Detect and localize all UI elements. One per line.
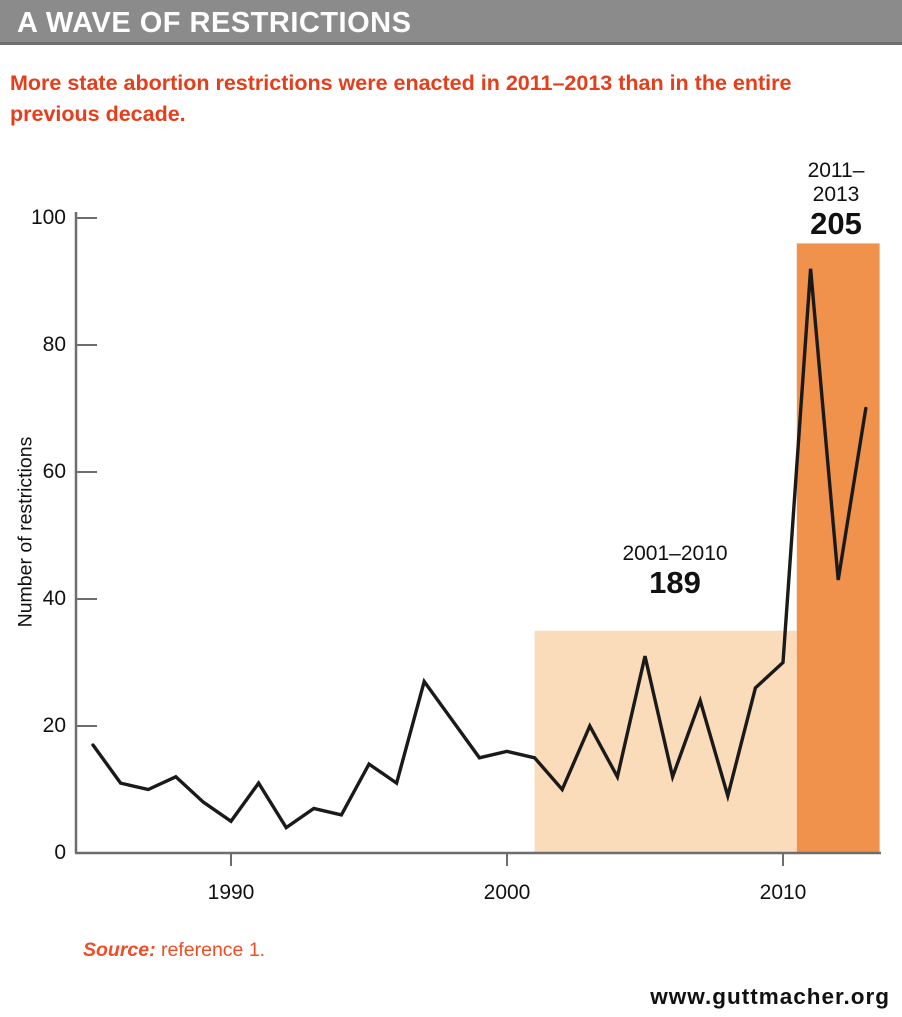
y-tick-label: 20: [42, 714, 66, 737]
annotation-total-value: 205: [810, 206, 862, 241]
annotation-2001-2010: 2001–2010 189: [622, 542, 727, 599]
y-tick-label: 40: [42, 587, 66, 610]
source-note: Source: reference 1.: [83, 939, 265, 962]
page-title: A WAVE OF RESTRICTIONS: [17, 7, 412, 39]
subtitle-text: More state abortion restrictions were en…: [10, 71, 792, 126]
highlight-region-2011–2013: [796, 243, 880, 853]
annotation-range-label: 2001–2010: [622, 542, 728, 565]
x-tick-label: 1990: [207, 881, 255, 904]
title-bar: A WAVE OF RESTRICTIONS: [0, 0, 902, 45]
y-tick-label: 0: [54, 841, 66, 864]
source-text: reference 1.: [155, 939, 266, 961]
y-tick-label: 80: [42, 333, 66, 356]
x-tick-label: 2000: [483, 881, 531, 904]
website-url: www.guttmacher.org: [650, 984, 890, 1009]
y-tick-label: 100: [30, 206, 66, 229]
source-label: Source:: [83, 939, 156, 961]
highlight-region-2001–2010: [534, 630, 797, 853]
annotation-total-value: 189: [649, 565, 701, 600]
annotation-2011-2013: 2011–2013 205: [803, 159, 869, 240]
y-tick-label: 60: [42, 460, 66, 483]
restrictions-line-series: [91, 268, 868, 831]
annotation-range-label: 2011–2013: [807, 159, 865, 206]
x-tick-label: 2010: [759, 881, 807, 904]
